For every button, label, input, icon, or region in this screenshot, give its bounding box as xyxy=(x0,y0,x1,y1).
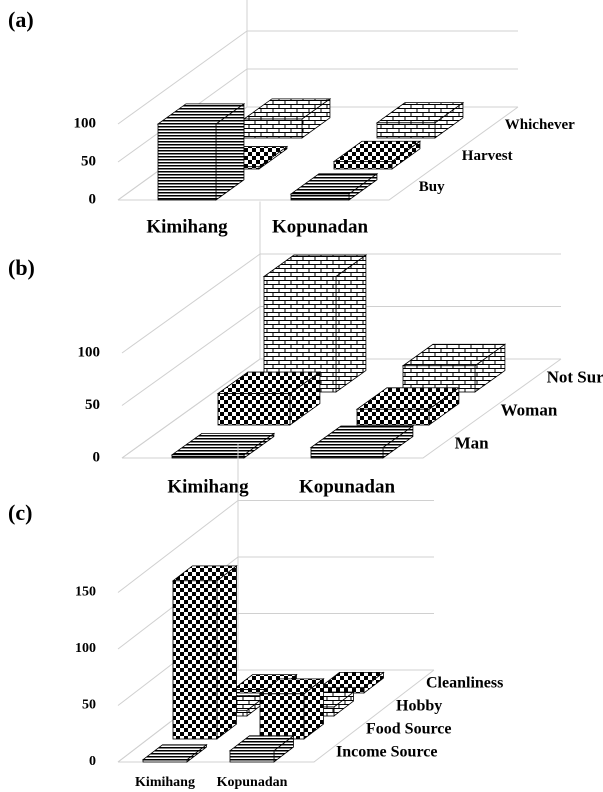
bar xyxy=(259,693,305,740)
bar-side xyxy=(216,565,237,740)
legend-label: Cleanliness xyxy=(426,674,503,691)
y-tick-label: 100 xyxy=(78,344,101,360)
bar xyxy=(376,122,436,139)
legend-label: Hobby xyxy=(396,697,442,714)
y-tick-label: 0 xyxy=(89,191,97,207)
grid-line xyxy=(117,669,434,763)
legend-label: Harvest xyxy=(462,148,513,164)
x-tick-label: Kopunadan xyxy=(299,476,396,497)
bar xyxy=(217,393,291,426)
panel-label: (a) xyxy=(8,7,34,32)
grid-line xyxy=(117,30,518,125)
x-tick-label: Kimihang xyxy=(167,476,249,497)
x-tick-label: Kopunadan xyxy=(217,775,288,790)
bar xyxy=(229,750,275,763)
legend-label: Whichever xyxy=(505,117,575,133)
bar-top xyxy=(170,432,276,456)
bar xyxy=(333,160,393,170)
y-tick-label: 150 xyxy=(75,585,96,600)
bar xyxy=(157,123,217,201)
x-tick-label: Kimihang xyxy=(135,775,195,790)
bar xyxy=(356,408,430,426)
y-tick-label: 50 xyxy=(85,397,100,413)
y-tick-label: 50 xyxy=(81,153,96,169)
grid-line xyxy=(121,253,561,354)
bar-top xyxy=(141,744,208,761)
bar xyxy=(171,454,245,459)
x-tick-label: Kopunadan xyxy=(272,216,369,237)
grid-line xyxy=(117,500,434,593)
bar xyxy=(243,118,303,139)
bar-side xyxy=(335,254,367,393)
panel-label: (c) xyxy=(8,500,32,525)
legend-label: Woman xyxy=(501,401,558,420)
grid-line xyxy=(117,613,434,706)
y-tick-label: 50 xyxy=(82,698,96,713)
y-tick-label: 0 xyxy=(93,449,101,465)
x-tick-label: Kimihang xyxy=(146,216,228,237)
y-tick-label: 0 xyxy=(89,754,96,769)
legend-label: Man xyxy=(455,434,490,453)
grid-line xyxy=(121,306,561,406)
y-tick-label: 100 xyxy=(74,115,97,131)
grid-line xyxy=(117,556,434,650)
legend-label: Food Source xyxy=(366,720,451,737)
legend-label: Buy xyxy=(419,179,445,195)
bar xyxy=(172,580,218,740)
legend-label: Income Source xyxy=(336,743,437,760)
panel-label: (b) xyxy=(8,255,35,280)
legend-label: Not Sure xyxy=(547,368,603,387)
y-tick-label: 100 xyxy=(75,641,96,656)
bar xyxy=(290,193,350,201)
bar xyxy=(142,759,188,763)
bar xyxy=(310,447,384,459)
